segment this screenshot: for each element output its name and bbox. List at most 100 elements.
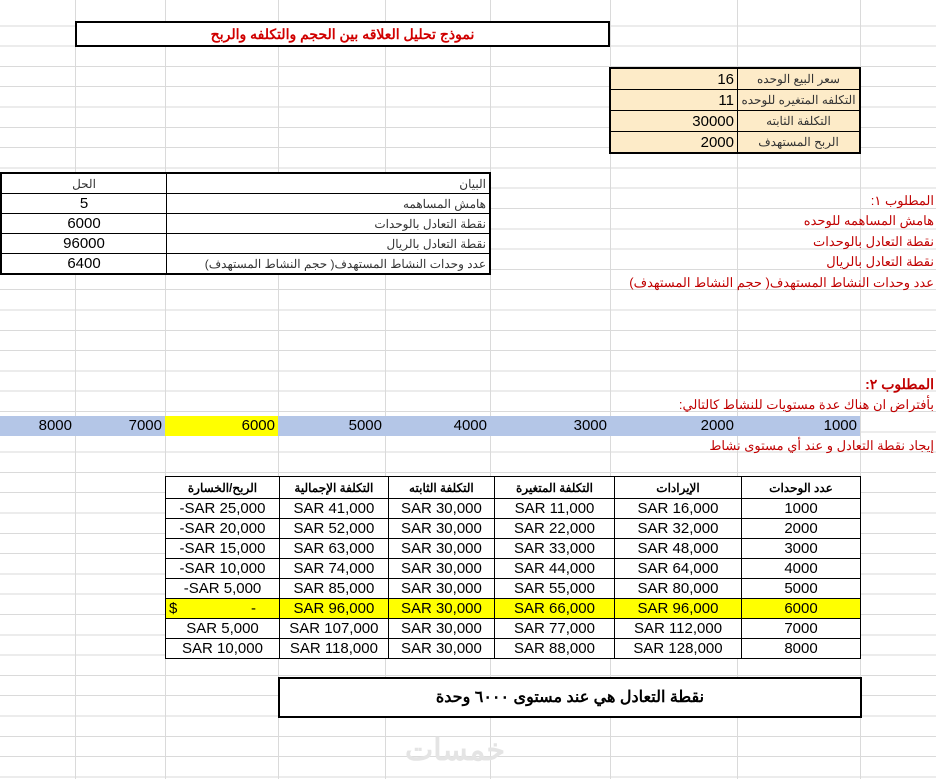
table-cell[interactable]: SAR 96,000	[613, 598, 743, 619]
table-row: -SAR 10,000 SAR 74,000 SAR 30,000 SAR 44,00…	[165, 558, 861, 579]
table-cell[interactable]: SAR 30,000	[387, 538, 496, 559]
column-gridline	[860, 0, 861, 779]
table-cell[interactable]: SAR 64,000	[613, 558, 743, 579]
activity-level-cell[interactable]: 5000	[348, 417, 382, 434]
table-cell[interactable]: 7000	[741, 618, 861, 639]
table-row: SAR 5,000 SAR 107,000 SAR 30,000 SAR 77,000…	[165, 618, 861, 639]
column-gridline	[278, 0, 279, 779]
table-cell[interactable]: SAR 52,000	[278, 518, 389, 539]
table-cell[interactable]: SAR 80,000	[613, 578, 743, 599]
table-cell[interactable]: SAR 74,000	[278, 558, 389, 579]
activity-level-cell[interactable]: 8000	[38, 417, 72, 434]
req2-task: إيجاد نقطة التعادل و عند أي مستوى نشاط	[709, 438, 934, 453]
solution-answer[interactable]: 6000	[0, 213, 167, 234]
solution-answer[interactable]: 5	[0, 193, 167, 214]
table-row: SAR 10,000 SAR 118,000 SAR 30,000 SAR 88,00…	[165, 638, 861, 659]
table-cell[interactable]: SAR 33,000	[494, 538, 615, 559]
table-cell[interactable]: SAR 128,000	[613, 638, 743, 659]
column-header[interactable]: التكلفة الثابته	[387, 476, 496, 499]
table-cell[interactable]: SAR 30,000	[387, 558, 496, 579]
activity-level-cell[interactable]: 7000	[128, 417, 162, 434]
table-cell[interactable]: SAR 66,000	[494, 598, 615, 619]
table-cell[interactable]: 3000	[741, 538, 861, 559]
table-cell[interactable]: SAR 30,000	[387, 578, 496, 599]
table-cell[interactable]: SAR 30,000	[387, 498, 496, 519]
input-value[interactable]: 30000	[609, 110, 738, 132]
solution-item[interactable]: نقطة التعادل بالريال	[166, 233, 491, 254]
table-cell[interactable]: 4000	[741, 558, 861, 579]
table-cell[interactable]: SAR 77,000	[494, 618, 615, 639]
table-cell[interactable]: -SAR 25,000	[165, 498, 280, 519]
table-row: -SAR 20,000 SAR 52,000 SAR 30,000 SAR 22,00…	[165, 518, 861, 539]
column-header[interactable]: الإيرادات	[613, 476, 743, 499]
activity-level-cell[interactable]: 2000	[700, 417, 734, 434]
input-label[interactable]: التكلفة الثابته	[737, 110, 861, 132]
input-label[interactable]: سعر البيع الوحده	[737, 67, 861, 90]
solution-answer[interactable]: 96000	[0, 233, 167, 254]
input-value[interactable]: 16	[609, 67, 738, 90]
column-gridline	[75, 0, 76, 779]
table-cell[interactable]: SAR 48,000	[613, 538, 743, 559]
column-header[interactable]: عدد الوحدات	[741, 476, 861, 499]
table-cell[interactable]: SAR 30,000	[387, 518, 496, 539]
table-cell[interactable]: SAR 41,000	[278, 498, 389, 519]
input-value[interactable]: 2000	[609, 131, 738, 154]
solution-item[interactable]: هامش المساهمه	[166, 193, 491, 214]
solution-answer[interactable]: 6400	[0, 253, 167, 275]
table-cell[interactable]: -SAR 5,000	[165, 578, 280, 599]
table-cell[interactable]: SAR 88,000	[494, 638, 615, 659]
table-cell[interactable]: SAR 10,000	[165, 638, 280, 659]
table-cell[interactable]: 6000	[741, 598, 861, 619]
table-cell[interactable]: SAR 44,000	[494, 558, 615, 579]
input-label[interactable]: التكلفه المتغيره للوحده	[737, 89, 861, 111]
column-header[interactable]: الربح/الخسارة	[165, 476, 280, 499]
input-row: 2000 الربح المستهدف	[609, 131, 861, 154]
activity-level-cell[interactable]: 3000	[573, 417, 607, 434]
solution-item[interactable]: نقطة التعادل بالوحدات	[166, 213, 491, 234]
table-cell[interactable]: SAR 63,000	[278, 538, 389, 559]
column-header[interactable]: التكلفة الإجمالية	[278, 476, 389, 499]
table-cell[interactable]: SAR 55,000	[494, 578, 615, 599]
activity-level-cell[interactable]: 1000	[823, 417, 857, 434]
column-gridline	[385, 0, 386, 779]
table-cell[interactable]: SAR 16,000	[613, 498, 743, 519]
sheet-title: نموذج تحليل العلاقه بين الحجم والتكلفه و…	[75, 21, 610, 47]
table-cell[interactable]: $ -	[165, 598, 280, 619]
table-cell[interactable]: SAR 32,000	[613, 518, 743, 539]
input-row: 11 التكلفه المتغيره للوحده	[609, 89, 861, 111]
table-cell[interactable]: -SAR 20,000	[165, 518, 280, 539]
table-cell[interactable]: SAR 5,000	[165, 618, 280, 639]
solution-item[interactable]: عدد وحدات النشاط المستهدف( حجم النشاط ال…	[166, 253, 491, 275]
table-cell[interactable]: SAR 112,000	[613, 618, 743, 639]
activity-level-cell[interactable]: 4000	[453, 417, 487, 434]
table-cell[interactable]: SAR 11,000	[494, 498, 615, 519]
table-cell[interactable]: SAR 107,000	[278, 618, 389, 639]
table-cell[interactable]: 8000	[741, 638, 861, 659]
table-row: $ - SAR 96,000 SAR 30,000 SAR 66,000 SAR 96,0…	[165, 598, 861, 619]
item-header[interactable]: البيان	[166, 172, 491, 194]
column-header[interactable]: التكلفة المتغيرة	[494, 476, 615, 499]
table-cell[interactable]: -SAR 10,000	[165, 558, 280, 579]
input-row: 16 سعر البيع الوحده	[609, 67, 861, 90]
table-cell[interactable]: SAR 85,000	[278, 578, 389, 599]
table-cell[interactable]: 5000	[741, 578, 861, 599]
table-cell[interactable]: SAR 96,000	[278, 598, 389, 619]
req1-line: نقطة التعادل بالريال	[826, 254, 934, 269]
table-cell[interactable]: SAR 22,000	[494, 518, 615, 539]
activity-level-cell[interactable]: 6000	[165, 416, 278, 436]
table-cell[interactable]: SAR 30,000	[387, 638, 496, 659]
answer-header[interactable]: الحل	[0, 172, 167, 194]
table-cell[interactable]: 1000	[741, 498, 861, 519]
table-row: -SAR 5,000 SAR 85,000 SAR 30,000 SAR 55,000…	[165, 578, 861, 599]
input-label[interactable]: الربح المستهدف	[737, 131, 861, 154]
table-cell[interactable]: -SAR 15,000	[165, 538, 280, 559]
req2-assumption: بأفتراض ان هناك عدة مستويات للنشاط كالتا…	[678, 397, 934, 412]
inputs-table: 16 سعر البيع الوحده 11 التكلفه المتغيره للو…	[609, 67, 861, 154]
table-cell[interactable]: SAR 30,000	[387, 618, 496, 639]
table-cell[interactable]: SAR 30,000	[387, 598, 496, 619]
solution-row: 96000 نقطة التعادل بالريال	[0, 233, 491, 254]
table-cell[interactable]: SAR 118,000	[278, 638, 389, 659]
column-gridline	[490, 0, 491, 779]
table-cell[interactable]: 2000	[741, 518, 861, 539]
input-value[interactable]: 11	[609, 89, 738, 111]
